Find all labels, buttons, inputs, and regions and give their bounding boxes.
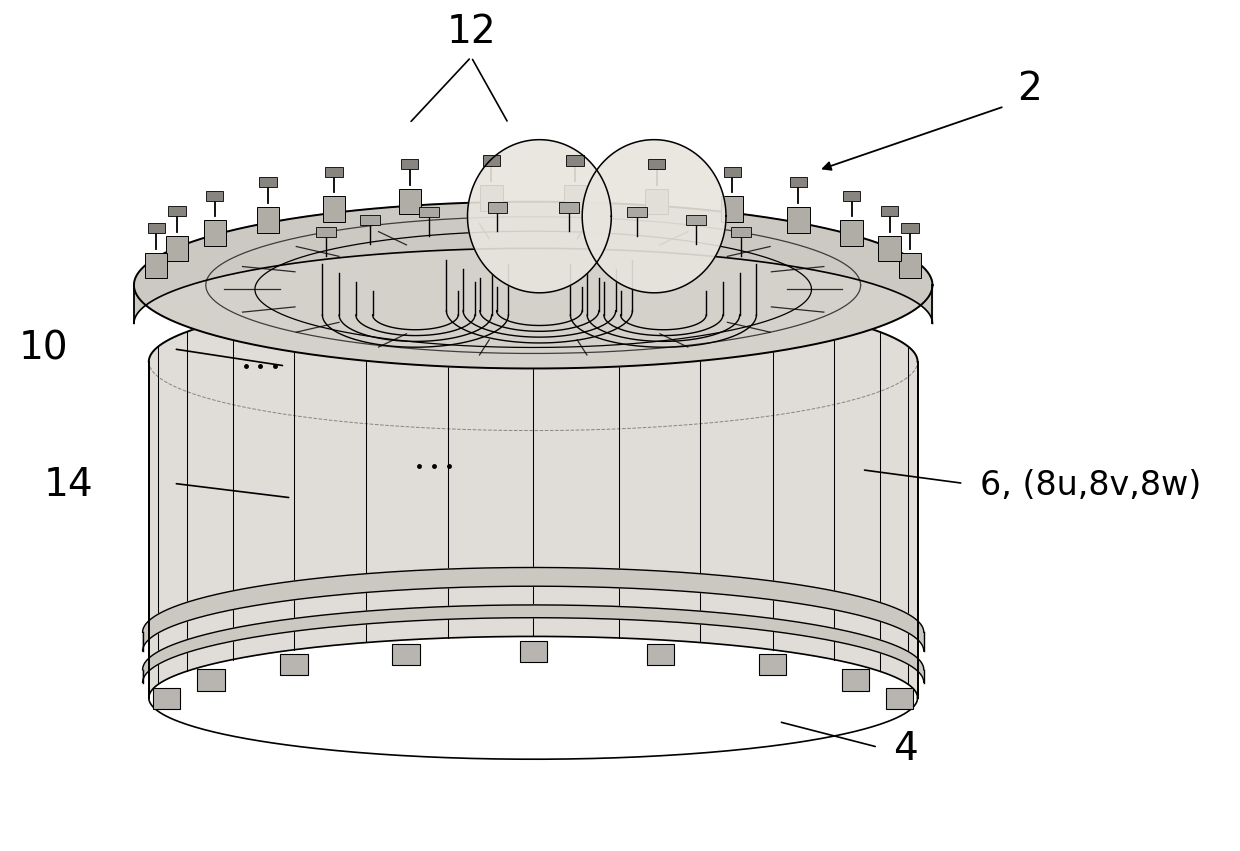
Polygon shape [134,202,932,323]
Text: 2: 2 [1017,71,1042,108]
Bar [647,644,675,665]
Bar [878,236,900,261]
Bar [392,644,419,665]
Text: 14: 14 [43,466,93,504]
Bar [398,189,420,214]
Bar [842,669,869,690]
Text: 4: 4 [893,730,918,768]
Text: 6, (8u,8v,8w): 6, (8u,8v,8w) [980,469,1200,501]
Bar [649,159,666,169]
Bar [154,688,181,709]
Polygon shape [149,293,918,698]
Bar [899,253,921,278]
Bar [730,227,750,237]
Bar [880,206,898,216]
Bar [203,220,226,246]
Polygon shape [467,140,611,293]
Bar [487,203,507,213]
Bar [361,215,381,226]
Bar [885,688,913,709]
Text: 10: 10 [19,330,68,368]
Bar [482,156,500,166]
Bar [322,197,345,222]
Bar [790,177,807,187]
Bar [724,167,742,177]
Bar [257,207,279,232]
Bar [559,203,579,213]
Polygon shape [143,568,924,651]
Bar [843,191,861,201]
Bar [841,220,863,246]
Bar [480,186,502,211]
Polygon shape [134,202,932,368]
Polygon shape [143,605,924,683]
Bar [564,186,587,211]
Bar [148,223,165,233]
Bar [169,206,186,216]
Bar [197,669,224,690]
Polygon shape [583,140,727,293]
Bar [520,641,547,662]
Bar [325,167,342,177]
Bar [206,191,223,201]
Bar [145,253,167,278]
Bar [166,236,188,261]
Bar [722,197,744,222]
Bar [419,207,439,217]
Bar [901,223,919,233]
Bar [759,654,786,676]
Bar [567,156,584,166]
Bar [401,159,418,169]
Bar [787,207,810,232]
Bar [280,654,308,676]
Bar [259,177,277,187]
Text: 12: 12 [446,13,496,51]
Polygon shape [255,231,811,347]
Bar [646,189,668,214]
Bar [316,227,336,237]
Bar [627,207,647,217]
Bar [686,215,706,226]
